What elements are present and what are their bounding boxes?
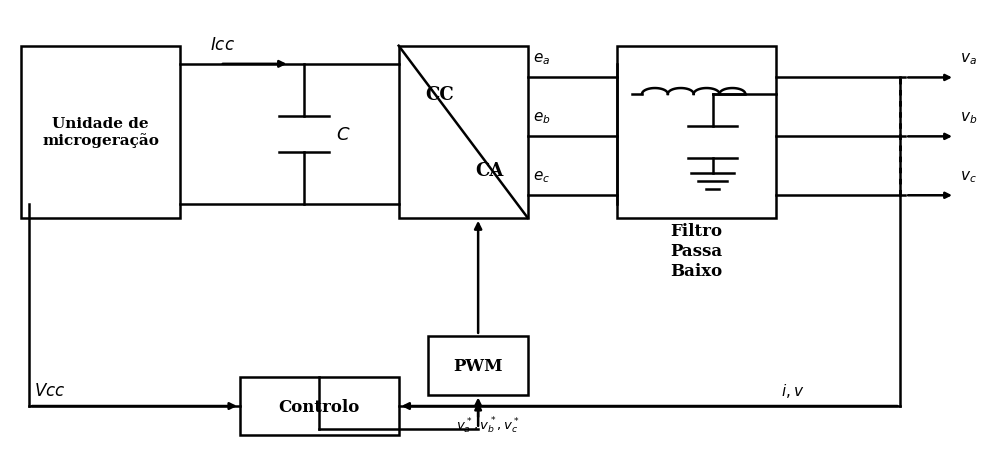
- Bar: [618, 46, 776, 218]
- Text: $v_a$: $v_a$: [960, 51, 977, 67]
- Text: PWM: PWM: [453, 357, 503, 374]
- Text: Filtro
Passa
Baixo: Filtro Passa Baixo: [670, 223, 723, 279]
- Text: $Icc$: $Icc$: [210, 36, 235, 53]
- Text: $C$: $C$: [336, 126, 351, 144]
- Text: $i, v$: $i, v$: [781, 381, 805, 399]
- Text: CC: CC: [425, 86, 454, 104]
- Text: CA: CA: [475, 162, 503, 179]
- Text: $v_b$: $v_b$: [960, 110, 977, 126]
- Bar: [240, 377, 398, 435]
- Text: $v_a^*$$, v_b^*$$, v_c^*$: $v_a^*$$, v_b^*$$, v_c^*$: [456, 415, 520, 435]
- Text: Unidade de
microgeração: Unidade de microgeração: [42, 117, 159, 148]
- Text: $e_c$: $e_c$: [533, 169, 550, 185]
- Bar: [398, 46, 528, 218]
- Text: $e_b$: $e_b$: [533, 110, 551, 126]
- Text: $Vcc$: $Vcc$: [34, 382, 66, 399]
- Bar: [428, 336, 528, 395]
- Text: Controlo: Controlo: [279, 398, 360, 415]
- Bar: [21, 46, 180, 218]
- Text: $e_a$: $e_a$: [533, 51, 550, 67]
- Text: $v_c$: $v_c$: [960, 169, 976, 185]
